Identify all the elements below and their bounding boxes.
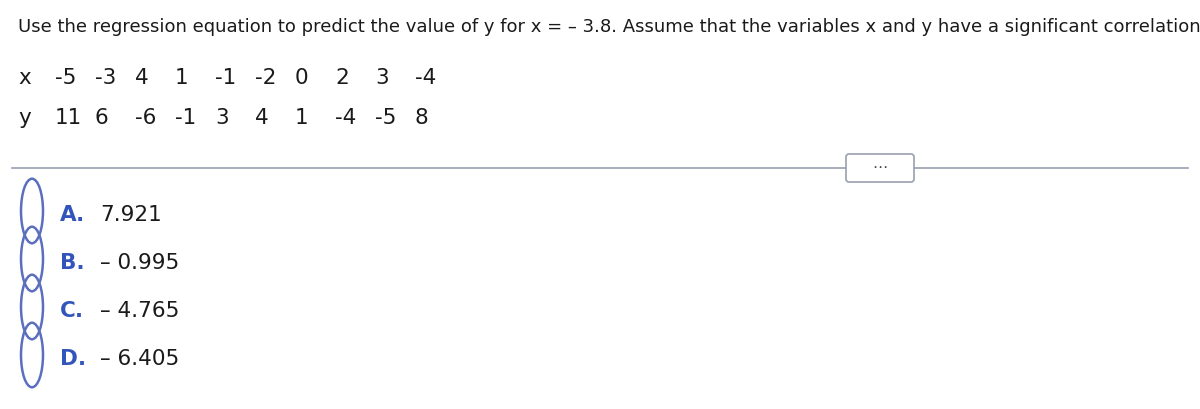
- Text: 1: 1: [295, 108, 308, 128]
- Text: C.: C.: [60, 301, 84, 321]
- Text: -1: -1: [175, 108, 197, 128]
- Text: 6: 6: [95, 108, 109, 128]
- Text: – 6.405: – 6.405: [100, 349, 179, 369]
- Text: Use the regression equation to predict the value of y for x = – 3.8. Assume that: Use the regression equation to predict t…: [18, 18, 1200, 36]
- Text: 11: 11: [55, 108, 83, 128]
- Text: – 0.995: – 0.995: [100, 253, 179, 273]
- FancyBboxPatch shape: [846, 154, 914, 182]
- Text: -5: -5: [55, 68, 77, 88]
- Text: 1: 1: [175, 68, 188, 88]
- Text: 8: 8: [415, 108, 428, 128]
- Text: 4: 4: [134, 68, 149, 88]
- Text: 4: 4: [256, 108, 269, 128]
- Text: -6: -6: [134, 108, 156, 128]
- Text: B.: B.: [60, 253, 85, 273]
- Text: 0: 0: [295, 68, 308, 88]
- Text: 7.921: 7.921: [100, 205, 162, 225]
- Text: y: y: [18, 108, 31, 128]
- Text: D.: D.: [60, 349, 86, 369]
- Text: x: x: [18, 68, 31, 88]
- Text: -2: -2: [256, 68, 276, 88]
- Text: 3: 3: [374, 68, 389, 88]
- Text: 2: 2: [335, 68, 349, 88]
- Text: 3: 3: [215, 108, 229, 128]
- Text: -4: -4: [335, 108, 356, 128]
- Text: -5: -5: [374, 108, 396, 128]
- Text: -1: -1: [215, 68, 236, 88]
- Text: – 4.765: – 4.765: [100, 301, 179, 321]
- Text: A.: A.: [60, 205, 85, 225]
- Text: -4: -4: [415, 68, 437, 88]
- Text: ⋯: ⋯: [872, 160, 888, 175]
- Text: -3: -3: [95, 68, 116, 88]
